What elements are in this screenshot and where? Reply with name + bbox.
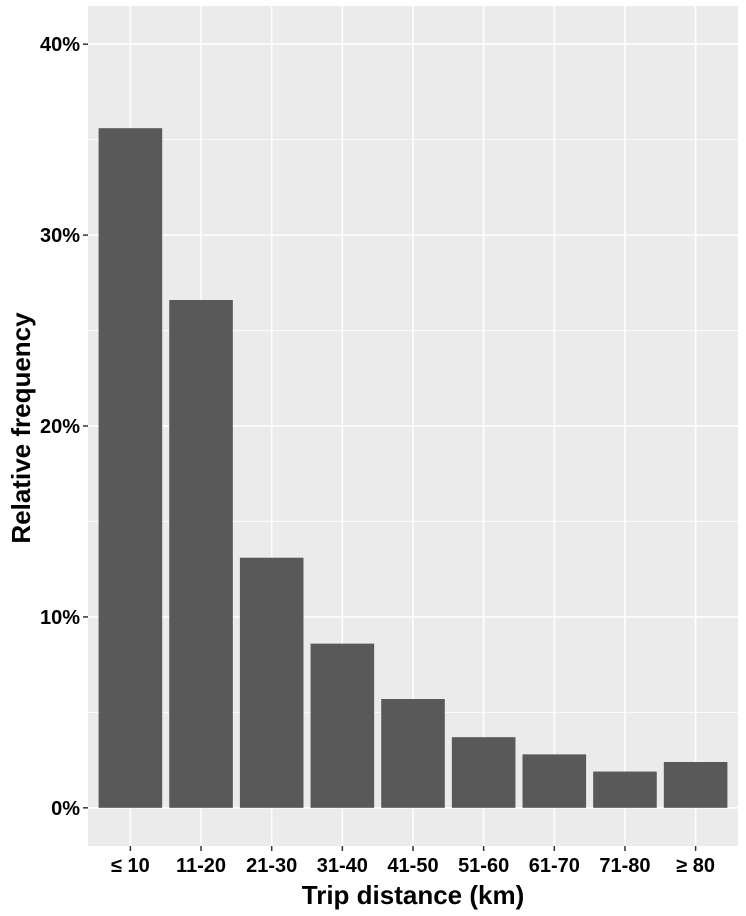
x-tick-label: 11-20 bbox=[176, 855, 226, 877]
bar bbox=[310, 643, 375, 808]
bar bbox=[98, 128, 163, 808]
x-tick-label: ≥ 80 bbox=[676, 855, 715, 877]
bar bbox=[239, 557, 304, 808]
y-axis-title: Relative frequency bbox=[6, 312, 36, 544]
x-tick-label: 61-70 bbox=[529, 855, 580, 877]
x-tick-label: 41-50 bbox=[387, 855, 438, 877]
bar bbox=[451, 737, 516, 808]
bars bbox=[98, 128, 728, 808]
x-axis: ≤ 10 11-20 21-30 31-40 41-50 51-60 61-70 71-80 ≥… bbox=[111, 846, 715, 877]
y-tick-label: 10% bbox=[40, 607, 80, 629]
y-tick-label: 20% bbox=[40, 416, 80, 438]
x-axis-title: Trip distance (km) bbox=[302, 880, 525, 910]
x-tick-label: 21-30 bbox=[246, 855, 297, 877]
bar bbox=[593, 771, 657, 808]
x-tick-label: 51-60 bbox=[458, 855, 509, 877]
x-tick-label: 31-40 bbox=[317, 855, 368, 877]
bar bbox=[169, 300, 233, 808]
y-axis: 0% 10% 20% 30% 40% bbox=[40, 34, 88, 820]
x-tick-label: 71-80 bbox=[599, 855, 650, 877]
y-tick-label: 30% bbox=[40, 225, 80, 247]
y-tick-label: 40% bbox=[40, 34, 80, 56]
y-tick-label: 0% bbox=[51, 798, 80, 820]
bar bbox=[522, 754, 587, 808]
bar bbox=[663, 762, 728, 808]
bar bbox=[381, 699, 445, 808]
x-tick-label: ≤ 10 bbox=[111, 855, 150, 877]
